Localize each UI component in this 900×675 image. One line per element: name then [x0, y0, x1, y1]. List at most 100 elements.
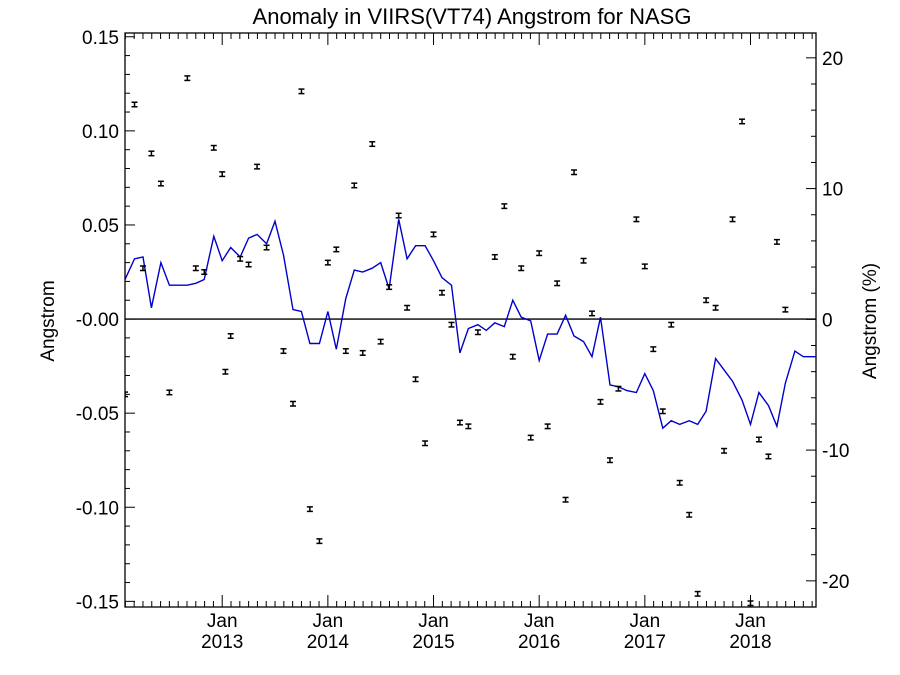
x-tick-label-month: Jan	[313, 611, 344, 632]
data-point	[518, 265, 525, 272]
data-point	[765, 453, 772, 460]
data-point	[606, 457, 613, 464]
data-point	[377, 338, 384, 345]
data-point	[668, 321, 675, 328]
data-point	[491, 253, 498, 260]
data-point	[536, 250, 543, 257]
data-point	[342, 348, 349, 355]
data-point	[465, 423, 472, 430]
data-point	[544, 423, 551, 430]
data-point	[131, 101, 138, 108]
x-tick-label-month: Jan	[418, 611, 449, 632]
data-point	[280, 348, 287, 355]
data-point	[615, 385, 622, 392]
y-tick-label: -0.15	[76, 592, 119, 613]
data-point	[554, 280, 561, 287]
x-tick-label-year: 2014	[307, 632, 350, 653]
data-point	[125, 391, 128, 398]
data-point	[501, 203, 508, 210]
data-point	[438, 289, 445, 296]
plot-frame	[124, 32, 817, 608]
data-point	[263, 244, 270, 251]
data-point	[192, 265, 199, 272]
data-point	[676, 479, 683, 486]
data-point	[395, 212, 402, 219]
data-point	[650, 346, 657, 353]
data-point	[166, 389, 173, 396]
data-point	[359, 349, 366, 356]
data-point	[201, 269, 208, 276]
data-point	[237, 255, 244, 262]
data-point	[755, 436, 762, 443]
data-point	[562, 496, 569, 503]
data-point	[527, 434, 534, 441]
x-tick-label-year: 2013	[201, 632, 243, 653]
data-point	[148, 150, 155, 157]
data-point	[157, 180, 164, 187]
data-point	[474, 329, 481, 336]
data-point	[509, 353, 516, 360]
data-point	[703, 297, 710, 304]
data-point	[219, 171, 226, 178]
data-point	[571, 169, 578, 176]
data-point	[404, 304, 411, 311]
data-point	[641, 263, 648, 270]
x-tick-label-month: Jan	[735, 611, 766, 632]
y-tick-label: 0.10	[82, 122, 119, 143]
y-axis-label: Angstrom	[38, 280, 59, 361]
data-point	[773, 238, 780, 245]
data-point	[324, 259, 331, 266]
data-point	[580, 257, 587, 264]
y2-tick-label: -10	[822, 441, 849, 462]
data-point	[694, 590, 701, 597]
data-point	[316, 538, 323, 545]
data-point	[139, 265, 146, 272]
data-point	[245, 261, 252, 268]
x-tick-label-year: 2017	[624, 632, 666, 653]
y2-tick-label: 20	[822, 49, 843, 70]
data-point	[412, 376, 419, 383]
data-point	[712, 304, 719, 311]
x-tick-label-month: Jan	[524, 611, 555, 632]
chart-title: Anomaly in VIIRS(VT74) Angstrom for NASG	[253, 4, 692, 29]
data-point	[184, 75, 191, 82]
x-tick-label-month: Jan	[207, 611, 238, 632]
data-point	[422, 440, 429, 447]
data-point	[659, 408, 666, 415]
data-point	[633, 216, 640, 223]
data-point	[782, 306, 789, 313]
data-point	[351, 182, 358, 189]
y-tick-label: -0.00	[76, 310, 119, 331]
data-point	[306, 506, 313, 513]
plot-area: 0.15 0.10 0.05 -0.00 -0.05 -0.10 -0.15 20 10 0 -10…	[76, 28, 850, 653]
data-point	[289, 400, 296, 407]
x-tick-label-year: 2016	[518, 632, 560, 653]
data-point	[729, 216, 736, 223]
y-tick-label: 0.15	[82, 28, 119, 49]
data-point	[222, 368, 229, 375]
y2-tick-label: -20	[822, 572, 849, 593]
data-point	[210, 144, 217, 151]
data-point	[386, 284, 393, 291]
data-point	[589, 310, 596, 317]
data-point	[739, 118, 746, 125]
x-tick-label-year: 2015	[412, 632, 454, 653]
data-point	[254, 163, 261, 170]
y-tick-label: -0.05	[76, 404, 119, 425]
data-point	[597, 398, 604, 405]
y-tick-label: -0.10	[76, 498, 119, 519]
data-point	[298, 88, 305, 95]
data-point	[369, 141, 376, 148]
data-point	[721, 447, 728, 454]
data-point	[333, 246, 340, 253]
y2-tick-label: 0	[822, 310, 833, 331]
data-point	[227, 332, 234, 340]
data-point	[430, 231, 437, 238]
data-point	[448, 321, 455, 328]
x-tick-label-year: 2018	[729, 632, 771, 653]
series-line	[125, 218, 816, 430]
data-point	[686, 511, 693, 518]
y-tick-label: 0.05	[82, 216, 119, 237]
data-point	[456, 419, 463, 426]
